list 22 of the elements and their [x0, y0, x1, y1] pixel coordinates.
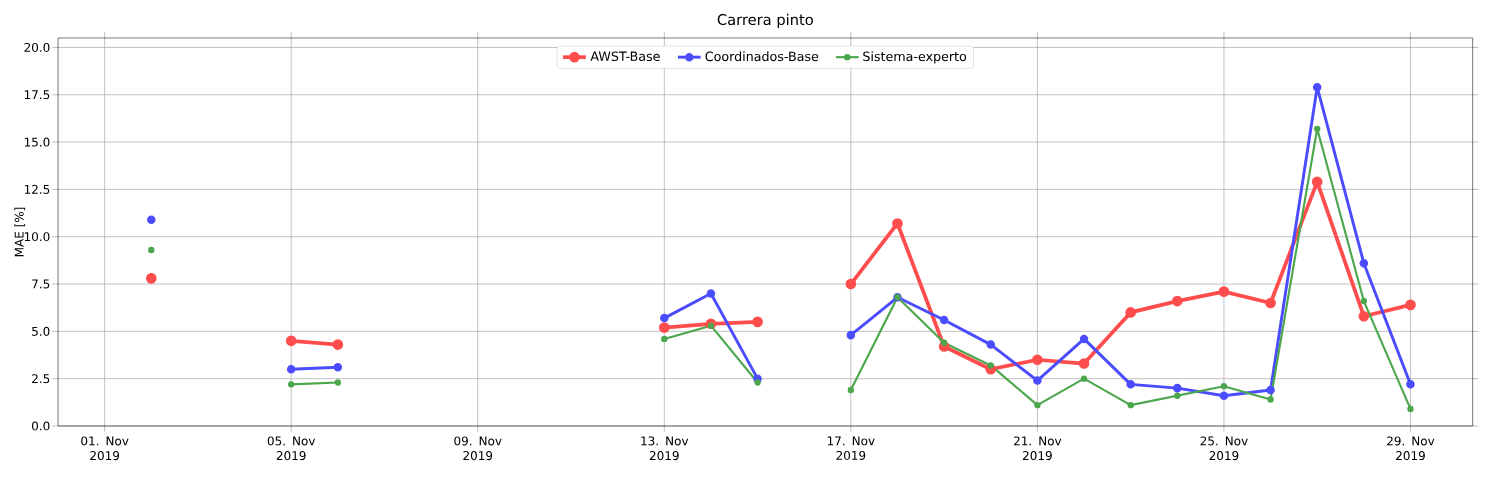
- y-tick-label: 0.0: [31, 421, 50, 431]
- y-tick-label: 20.0: [24, 42, 50, 52]
- y-tick-label: 15.0: [24, 137, 50, 147]
- y-tick-label: 2.5: [32, 374, 50, 384]
- x-tick-label: 17. Nov 2019: [827, 436, 875, 460]
- x-tick-label: 29. Nov 2019: [1387, 436, 1435, 461]
- y-axis-title: MAE [%]: [14, 207, 26, 257]
- x-tick-label: 25. Nov 2019: [1200, 436, 1248, 461]
- x-tick-label: 01. Nov 2019: [81, 436, 129, 461]
- chart-title: Carrera pinto: [717, 13, 813, 28]
- legend-label: Sistema-experto: [863, 51, 967, 64]
- y-tick-label: 17.5: [24, 90, 50, 100]
- y-tick-label: 10.0: [24, 232, 50, 242]
- x-tick-label: 05. Nov 2019: [267, 436, 316, 461]
- x-tick-label: 13. Nov 2019: [641, 436, 689, 461]
- x-tick-label: 09. Nov 2019: [454, 436, 502, 461]
- legend-label: Coordinados-Base: [705, 51, 819, 62]
- legend-label: AWST-Base: [590, 51, 660, 62]
- y-tick-label: 5.0: [32, 326, 50, 336]
- y-tick-label: 12.5: [24, 184, 50, 194]
- x-tick-label: 21. Nov 2019: [1014, 436, 1062, 461]
- y-tick-label: 7.5: [32, 279, 50, 289]
